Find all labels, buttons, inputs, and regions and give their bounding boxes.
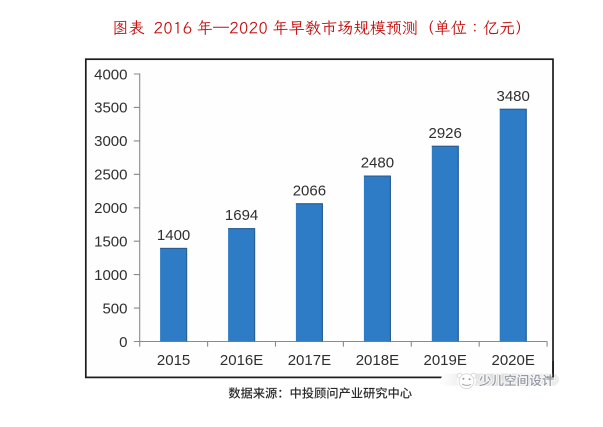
svg-text:3480: 3480 xyxy=(497,88,530,105)
svg-text:2066: 2066 xyxy=(293,182,326,199)
svg-text:2020E: 2020E xyxy=(492,352,535,369)
svg-text:1400: 1400 xyxy=(157,227,190,244)
svg-text:0: 0 xyxy=(119,334,127,351)
svg-text:2015: 2015 xyxy=(157,352,190,369)
svg-text:1500: 1500 xyxy=(94,234,127,251)
svg-text:2018E: 2018E xyxy=(356,352,399,369)
svg-text:3500: 3500 xyxy=(94,100,127,117)
svg-text:2017E: 2017E xyxy=(288,352,331,369)
svg-text:4000: 4000 xyxy=(94,66,127,83)
svg-text:2019E: 2019E xyxy=(424,352,467,369)
svg-text:3000: 3000 xyxy=(94,133,127,150)
svg-text:2480: 2480 xyxy=(361,155,394,172)
svg-text:2926: 2926 xyxy=(429,125,462,142)
svg-text:2000: 2000 xyxy=(94,200,127,217)
svg-text:2016E: 2016E xyxy=(220,352,263,369)
svg-text:1000: 1000 xyxy=(94,267,127,284)
svg-text:1694: 1694 xyxy=(225,207,258,224)
svg-text:2500: 2500 xyxy=(94,167,127,184)
svg-text:500: 500 xyxy=(102,300,127,317)
